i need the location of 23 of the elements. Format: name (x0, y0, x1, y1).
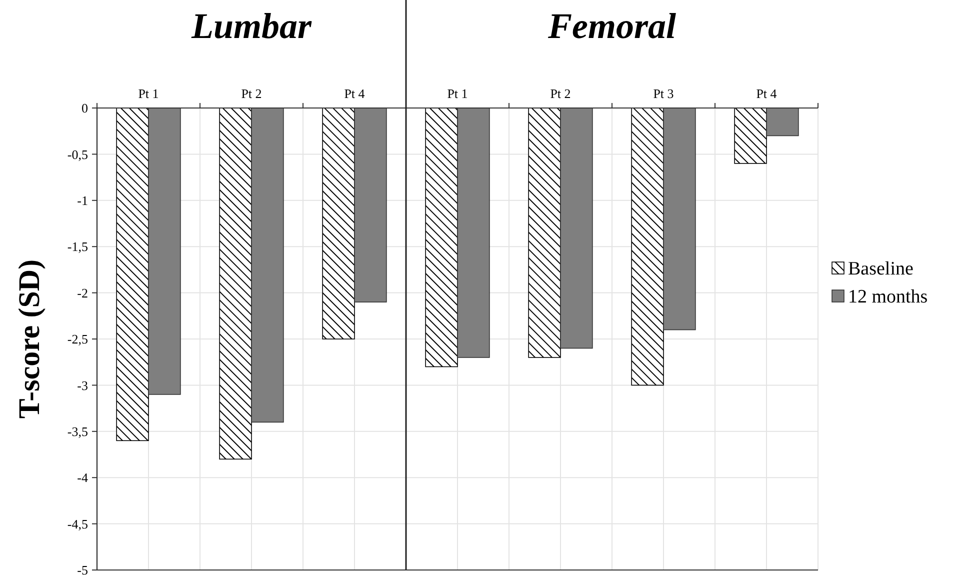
x-tick-label: Pt 3 (653, 86, 674, 101)
y-tick-label: -3 (77, 378, 88, 393)
y-tick-label: -4 (77, 470, 88, 486)
legend-label: 12 months (848, 286, 928, 308)
x-tick-label: Pt 1 (138, 86, 159, 101)
y-tick-label: -1 (77, 192, 88, 208)
legend-label: Baseline (848, 258, 914, 280)
y-tick-label: -5 (77, 562, 88, 578)
chart-title: Lumbar (190, 6, 312, 46)
y-tick-label: -4,5 (67, 516, 88, 532)
x-tick-label: Pt 2 (241, 86, 262, 101)
x-tick-label: Pt 4 (344, 86, 366, 101)
y-tick-label: 0 (82, 100, 88, 116)
y-tick-label: -2,5 (67, 332, 88, 347)
chart-title: Femoral (546, 6, 676, 46)
y-axis-title: T-score (SD) (13, 259, 46, 419)
x-tick-label: Pt 1 (447, 86, 468, 101)
y-tick-label: -3,5 (67, 424, 88, 439)
y-tick-label: -0,5 (67, 146, 88, 162)
x-tick-label: Pt 4 (756, 86, 778, 101)
y-tick-label: -1,5 (67, 239, 88, 254)
x-tick-label: Pt 2 (550, 86, 571, 101)
y-tick-label: -2 (77, 285, 88, 300)
